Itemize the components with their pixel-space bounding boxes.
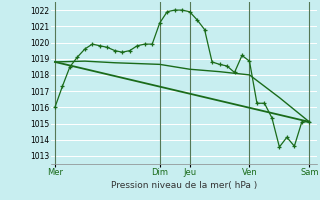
X-axis label: Pression niveau de la mer( hPa ): Pression niveau de la mer( hPa ) <box>111 181 257 190</box>
